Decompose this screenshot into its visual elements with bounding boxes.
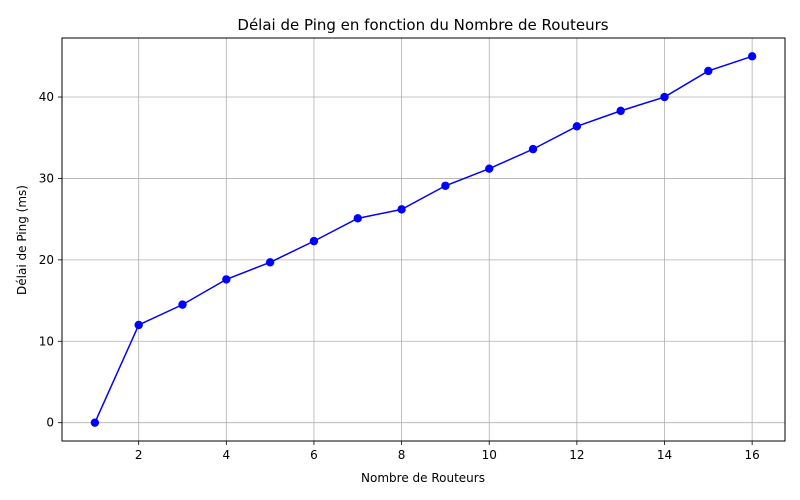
data-series bbox=[90, 52, 757, 427]
data-point bbox=[309, 236, 319, 246]
x-tick-label: 4 bbox=[222, 448, 230, 462]
y-tick-label: 30 bbox=[39, 171, 54, 185]
x-tick-label: 6 bbox=[310, 448, 318, 462]
data-point bbox=[90, 418, 100, 427]
y-tick-label: 40 bbox=[39, 90, 54, 104]
chart-title: Délai de Ping en fonction du Nombre de R… bbox=[237, 16, 608, 34]
x-tick-label: 10 bbox=[482, 448, 497, 462]
data-point bbox=[222, 275, 231, 284]
y-tick-label: 0 bbox=[46, 416, 54, 430]
x-tick-label: 16 bbox=[744, 448, 759, 462]
data-point bbox=[353, 214, 362, 223]
data-point bbox=[572, 122, 582, 131]
x-tick-label: 2 bbox=[135, 448, 143, 462]
data-point bbox=[265, 258, 275, 267]
y-axis-title: Délai de Ping (ms) bbox=[15, 185, 29, 295]
x-tick-label: 14 bbox=[657, 448, 672, 462]
y-tick-label: 20 bbox=[39, 253, 54, 267]
y-tick-label: 10 bbox=[39, 334, 54, 348]
x-axis-ticks: 2 4 6 8 10 12 14 16 bbox=[135, 441, 760, 462]
data-point bbox=[704, 66, 713, 76]
x-axis-title: Nombre de Routeurs bbox=[361, 471, 485, 485]
data-point bbox=[616, 106, 625, 116]
y-axis-ticks: 0 10 20 30 40 bbox=[39, 90, 62, 430]
data-point bbox=[134, 320, 143, 330]
plot-frame bbox=[61, 37, 786, 442]
data-point bbox=[660, 92, 669, 102]
data-point bbox=[441, 181, 450, 190]
data-point bbox=[528, 144, 538, 154]
x-tick-label: 8 bbox=[398, 448, 406, 462]
x-tick-label: 12 bbox=[569, 448, 584, 462]
series-line bbox=[94, 55, 753, 423]
data-point bbox=[178, 300, 187, 309]
data-point bbox=[485, 164, 494, 173]
data-point bbox=[747, 52, 757, 61]
data-point bbox=[397, 205, 406, 214]
